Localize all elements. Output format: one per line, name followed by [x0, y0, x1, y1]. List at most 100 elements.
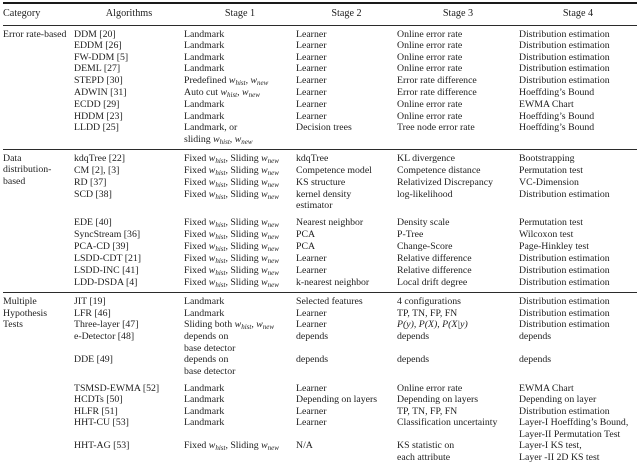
cell-stage1: Predefined whist, wnew: [184, 74, 269, 87]
table-row: TSMSD-EWMA [52] Landmark Learner Online err…: [3, 378, 637, 395]
cell-stage2: depends: [296, 331, 329, 343]
cell-stage1: Landmark: [184, 382, 225, 394]
table-row: HDDM [23] Landmark Learner Online error rat…: [3, 111, 637, 123]
cell-stage4: Distribution estimation: [519, 319, 610, 331]
cell-stage4: Distribution estimation: [519, 295, 610, 307]
cell-stage3: Tree node error rate: [397, 122, 475, 134]
cell-stage1: Landmark: [184, 405, 225, 417]
cell-algorithm: LFR [46]: [74, 307, 111, 319]
table-row: ECDD [29] Landmark Learner Online error rat…: [3, 99, 637, 111]
table-row: HHT-AG [53] Fixed whist, Sliding wnew N/A K…: [3, 440, 637, 463]
cell-stage3: Classification uncertainty: [397, 417, 498, 429]
cell-stage2: PCA: [296, 240, 316, 252]
cell-algorithm: HHT-AG [53]: [74, 440, 130, 452]
table-section: Data distribution-based kdqTree [22] Fixed…: [3, 149, 637, 292]
cell-stage1: Fixed whist, Sliding wnew: [184, 176, 279, 189]
cell-stage1: Landmark: [184, 51, 225, 63]
cell-algorithm: JIT [19]: [74, 295, 106, 307]
cell-stage2: Learner: [296, 110, 327, 122]
cell-stage3: Online error rate: [397, 110, 463, 122]
cell-algorithm: SCD [38]: [74, 188, 112, 200]
cell-stage4: Distribution estimation: [519, 264, 610, 276]
table-row: Data distribution-based kdqTree [22] Fixed…: [3, 149, 637, 187]
header-row: Category Algorithms Stage 1 Stage 2 Stag…: [3, 3, 637, 26]
table-row: ADWIN [31] Auto cut whist, wnew Learner Err…: [3, 87, 637, 99]
table-row: FW-DDM [5] Landmark Learner Online error ra…: [3, 52, 637, 64]
cell-stage2: Learner: [296, 417, 327, 429]
cell-stage3: Density scale: [397, 216, 450, 228]
cell-stage3: depends: [397, 354, 430, 366]
cell-stage2: Selected features: [296, 295, 363, 307]
cell-stage3: Local drift degree: [397, 276, 468, 288]
cell-stage3: TP, TN, FP, FN: [397, 405, 458, 417]
cell-stage1: Fixed whist, Sliding wnew: [184, 440, 279, 453]
table-row: HHT-CU [53] Landmark Learner Classification…: [3, 417, 637, 440]
cell-stage4: Distribution estimation: [519, 74, 610, 86]
cell-stage3: KL divergence: [397, 152, 455, 164]
cell-stage1: Landmark: [184, 110, 225, 122]
cell-stage4: Hoeffding’s Bound: [519, 110, 595, 122]
cell-algorithm: kdqTree [22]: [74, 152, 126, 164]
cell-stage3: Depending on layers: [397, 394, 479, 406]
cell-stage3: Online error rate: [397, 28, 463, 40]
cell-stage1: depends on base detector: [184, 331, 236, 354]
table-section: Error rate-based DDM [20] Landmark Learner O…: [3, 25, 637, 149]
algorithms-comparison-table: Category Algorithms Stage 1 Stage 2 Stag…: [3, 2, 637, 463]
cell-stage4: Distribution estimation: [519, 405, 610, 417]
cell-stage3: Relativized Discrepancy: [397, 176, 494, 188]
cell-stage3: Online error rate: [397, 51, 463, 63]
cell-stage3: Error rate difference: [397, 74, 477, 86]
cell-stage2: Learner: [296, 51, 327, 63]
cell-stage1: depends on base detector: [184, 354, 236, 377]
cell-stage4: Depending on layer: [519, 394, 597, 406]
table-row: Multiple Hypothesis Tests JIT [19] Landmar…: [3, 292, 637, 330]
table-row: HCDTs [50] Landmark Depending on layers Dep…: [3, 394, 637, 406]
cell-stage2: PCA: [296, 228, 316, 240]
cell-stage4: Distribution estimation: [519, 307, 610, 319]
cell-stage1: Landmark, or sliding whist, wnew: [184, 122, 253, 146]
cell-algorithm: ADWIN [31]: [74, 86, 127, 98]
cell-stage4: VC-Dimension: [519, 176, 579, 188]
cell-algorithm: PCA-CD [39]: [74, 240, 129, 252]
cell-stage4: Distribution estimation: [519, 276, 610, 288]
cell-stage2: Depending on layers: [296, 394, 378, 406]
cell-stage4: Hoeffding’s Bound: [519, 122, 595, 134]
table-row: Three-layer [47] Sliding both whist, wnew…: [3, 319, 637, 331]
cell-stage1: Auto cut whist, wnew: [184, 86, 260, 99]
cell-algorithm: Three-layer [47]: [74, 319, 139, 331]
cell-stage1: Sliding both whist, wnew: [184, 319, 275, 332]
cell-stage3: Relative difference: [397, 264, 472, 276]
table-row: STEPD [30] Predefined whist, wnew Learner E…: [3, 75, 637, 87]
cell-stage1: Fixed whist, Sliding wnew: [184, 252, 279, 265]
column-header-stage2: Stage 2: [296, 3, 397, 26]
cell-stage2: Learner: [296, 63, 327, 75]
cell-algorithm: STEPD [30]: [74, 74, 123, 86]
cell-stage3: Online error rate: [397, 63, 463, 75]
cell-algorithm: HHT-CU [53]: [74, 417, 129, 429]
table-row: e-Detector [48] depends on base detector d…: [3, 331, 637, 354]
cell-stage2: KS structure: [296, 176, 346, 188]
table-row: PCA-CD [39] Fixed whist, Sliding wnew PCA C…: [3, 241, 637, 253]
table-header: Category Algorithms Stage 1 Stage 2 Stag…: [3, 3, 637, 26]
cell-stage2: Learner: [296, 86, 327, 98]
cell-algorithm: DDE [49]: [74, 354, 113, 366]
cell-stage4: EWMA Chart: [519, 382, 574, 394]
cell-algorithm: ECDD [29]: [74, 98, 120, 110]
cell-stage4: Distribution estimation: [519, 252, 610, 264]
column-header-stage3: Stage 3: [397, 3, 519, 26]
cell-stage2: Learner: [296, 405, 327, 417]
cell-stage1: Fixed whist, Sliding wnew: [184, 164, 279, 177]
column-header-stage4: Stage 4: [519, 3, 637, 26]
cell-stage1: Fixed whist, Sliding wnew: [184, 188, 279, 201]
cell-stage1: Fixed whist, Sliding wnew: [184, 240, 279, 253]
table-row: LDD-DSDA [4] Fixed whist, Sliding wnew k-n…: [3, 277, 637, 293]
table-row: SyncStream [36] Fixed whist, Sliding wnew…: [3, 229, 637, 241]
cell-stage1: Fixed whist, Sliding wnew: [184, 276, 279, 289]
cell-stage2: Learner: [296, 74, 327, 86]
cell-stage3: Error rate difference: [397, 86, 477, 98]
cell-stage3: depends: [397, 331, 430, 343]
cell-stage3: Online error rate: [397, 382, 463, 394]
cell-stage2: kdqTree: [296, 152, 329, 164]
cell-algorithm: CM [2], [3]: [74, 164, 120, 176]
cell-stage1: Fixed whist, Sliding wnew: [184, 216, 279, 229]
